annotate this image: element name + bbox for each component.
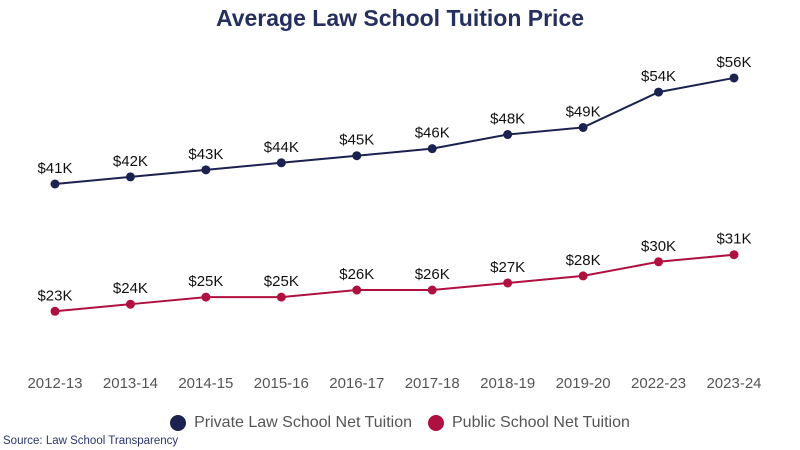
x-tick-label: 2015-16 bbox=[254, 375, 309, 392]
data-point bbox=[578, 271, 588, 281]
x-tick-label: 2014-15 bbox=[178, 375, 233, 392]
x-tick-label: 2023-24 bbox=[706, 375, 761, 392]
data-label: $56K bbox=[716, 54, 751, 71]
data-label: $24K bbox=[113, 280, 148, 297]
x-tick-label: 2018-19 bbox=[480, 375, 535, 392]
data-point bbox=[654, 87, 664, 97]
x-tick-label: 2012-13 bbox=[27, 375, 82, 392]
legend-item-public[interactable]: Public School Net Tuition bbox=[428, 414, 630, 432]
data-point bbox=[427, 144, 437, 154]
legend-marker-icon bbox=[170, 415, 187, 431]
x-tick-label: 2022-23 bbox=[631, 375, 686, 392]
x-tick-label: 2016-17 bbox=[329, 375, 384, 392]
data-label: $49K bbox=[566, 103, 601, 120]
data-point bbox=[729, 250, 739, 260]
data-label: $30K bbox=[641, 238, 676, 255]
data-point bbox=[427, 285, 437, 295]
legend-label: Public School Net Tuition bbox=[452, 414, 630, 431]
chart-title: Average Law School Tuition Price bbox=[215, 5, 585, 31]
data-label: $48K bbox=[490, 111, 525, 128]
data-point bbox=[50, 306, 60, 316]
data-label: $41K bbox=[37, 160, 72, 177]
x-tick-label: 2017-18 bbox=[405, 375, 460, 392]
data-point bbox=[654, 257, 664, 267]
data-label: $42K bbox=[113, 153, 148, 170]
data-label: $28K bbox=[566, 252, 601, 269]
data-point bbox=[276, 292, 286, 302]
data-point bbox=[352, 151, 362, 161]
data-point bbox=[50, 179, 60, 189]
x-tick-label: 2013-14 bbox=[103, 375, 158, 392]
legend-marker-icon bbox=[428, 415, 444, 431]
data-label: $45K bbox=[339, 132, 374, 149]
data-point bbox=[352, 285, 362, 295]
data-label: $31K bbox=[716, 231, 751, 248]
data-point bbox=[578, 122, 588, 132]
data-point bbox=[125, 172, 135, 182]
data-label: $26K bbox=[415, 266, 450, 283]
data-label: $25K bbox=[188, 273, 223, 290]
legend-item-private[interactable]: Private Law School Net Tuition bbox=[170, 414, 412, 432]
data-label: $46K bbox=[415, 125, 450, 142]
data-label: $27K bbox=[490, 259, 525, 276]
series-line-private bbox=[54, 76, 735, 185]
data-label: $54K bbox=[641, 68, 676, 85]
data-label: $26K bbox=[339, 266, 374, 283]
x-tick-label: 2019-20 bbox=[556, 375, 611, 392]
source-note: Source: Law School Transparency bbox=[3, 435, 179, 447]
legend: Private Law School Net Tuition Public Sc… bbox=[0, 414, 800, 432]
series-line-public bbox=[54, 253, 735, 313]
data-point bbox=[503, 278, 513, 288]
data-label: $25K bbox=[264, 273, 299, 290]
data-label: $44K bbox=[264, 139, 299, 156]
data-point bbox=[503, 130, 513, 140]
data-point bbox=[201, 292, 211, 302]
legend-label: Private Law School Net Tuition bbox=[194, 414, 412, 431]
data-label: $23K bbox=[37, 287, 72, 304]
data-point bbox=[201, 165, 211, 175]
data-point bbox=[729, 73, 739, 83]
data-point bbox=[276, 158, 286, 168]
data-point bbox=[125, 299, 135, 309]
data-label: $43K bbox=[188, 146, 223, 163]
